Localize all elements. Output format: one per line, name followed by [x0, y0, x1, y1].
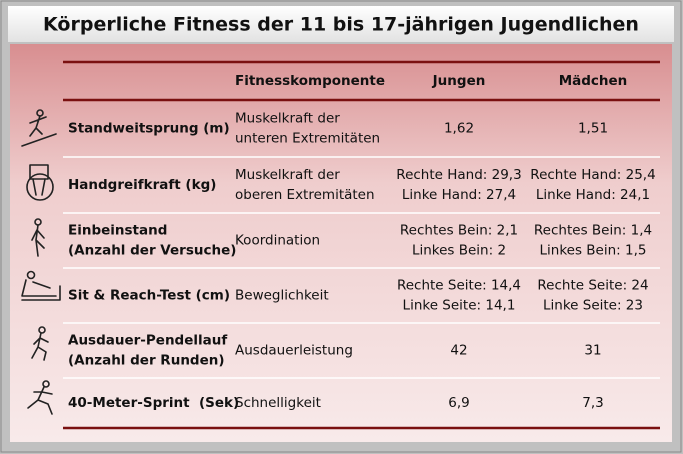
header-cell: Mädchen	[559, 73, 628, 89]
boys-cell: Linke Seite: 14,1	[403, 298, 516, 314]
boys-cell: 6,9	[448, 395, 469, 411]
header-cell: Fitnesskomponente	[235, 73, 385, 89]
test-cell: (Anzahl der Versuche)	[68, 243, 236, 259]
boys-cell: 42	[450, 343, 467, 359]
component-cell: oberen Extremitäten	[235, 187, 375, 203]
test-cell: Handgreifkraft (kg)	[68, 177, 216, 193]
girls-cell: Rechte Hand: 25,4	[530, 167, 655, 183]
boys-cell: Linke Hand: 27,4	[402, 187, 516, 203]
panel	[10, 44, 672, 442]
test-cell: Ausdauer-Pendellauf	[68, 333, 227, 349]
girls-cell: Linke Seite: 23	[543, 298, 643, 314]
title: Körperliche Fitness der 11 bis 17-jährig…	[43, 14, 639, 36]
icon-jump	[21, 109, 57, 147]
component-cell: Ausdauerleistung	[235, 343, 353, 359]
icons	[21, 109, 61, 415]
test-cell: Sit & Reach-Test (cm)	[68, 288, 230, 304]
icon-reach	[21, 270, 61, 301]
component-cell: Muskelkraft der	[235, 111, 340, 127]
girls-cell: Rechtes Bein: 1,4	[534, 223, 652, 239]
boys-cell: 1,62	[444, 121, 474, 137]
component-cell: Schnelligkeit	[235, 395, 321, 411]
boys-cell: Rechtes Bein: 2,1	[400, 223, 518, 239]
girls-cell: Linke Hand: 24,1	[536, 187, 650, 203]
girls-cell: 1,51	[578, 121, 608, 137]
component-cell: Muskelkraft der	[235, 167, 340, 183]
test-cell: 40-Meter-Sprint (Sek)	[68, 395, 239, 411]
test-cell: Standweitsprung (m)	[68, 121, 230, 137]
boys-cell: Rechte Hand: 29,3	[396, 167, 521, 183]
test-cell: (Anzahl der Runden)	[68, 353, 225, 369]
title-bar	[8, 6, 674, 42]
test-cell: Einbeinstand	[68, 223, 167, 239]
component-cell: Beweglichkeit	[235, 288, 329, 304]
icon-grip	[26, 164, 54, 201]
girls-cell: Linkes Bein: 1,5	[540, 243, 647, 259]
component-cell: unteren Extremitäten	[235, 131, 380, 147]
component-cell: Koordination	[235, 233, 320, 249]
header-cell: Jungen	[432, 73, 486, 89]
table: Fitnesskomponente Jungen Mädchen Standweits…	[63, 60, 660, 430]
girls-cell: Rechte Seite: 24	[537, 278, 648, 294]
icon-run	[31, 326, 49, 361]
boys-cell: Rechte Seite: 14,4	[397, 278, 521, 294]
boys-cell: Linkes Bein: 2	[412, 243, 506, 259]
icon-sprint	[27, 380, 53, 415]
girls-cell: 31	[584, 343, 601, 359]
girls-cell: 7,3	[582, 395, 603, 411]
icon-balance	[31, 218, 45, 257]
